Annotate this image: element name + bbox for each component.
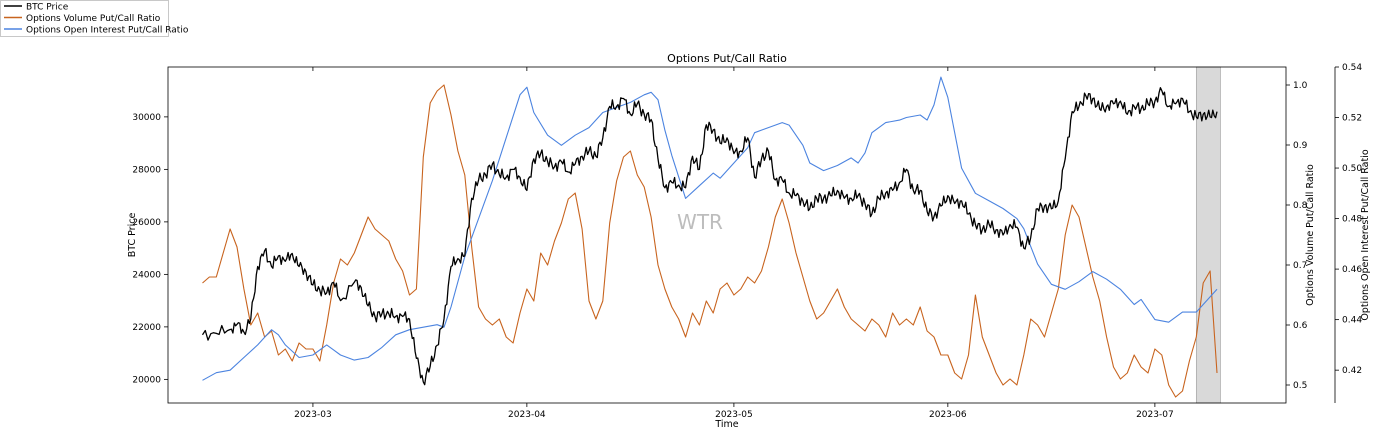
right2-tick-label: 0.44 <box>1342 316 1362 326</box>
x-tick-label: 2023-04 <box>508 410 546 420</box>
series-line-0 <box>201 87 1218 386</box>
left-axis-label: BTC Price <box>127 213 138 258</box>
legend-entry: Options Open Interest Put/Call Ratio <box>26 26 189 36</box>
right1-tick-label: 0.8 <box>1293 201 1308 211</box>
x-axis-label: Time <box>714 419 738 430</box>
x-tick-label: 2023-07 <box>1136 410 1174 420</box>
left-tick-label: 28000 <box>132 165 161 175</box>
plot-frame <box>167 66 1287 404</box>
watermark: WTR <box>677 210 723 234</box>
chart-title: Options Put/Call Ratio <box>667 52 787 65</box>
left-tick-label: 26000 <box>132 218 161 228</box>
series-line-1 <box>202 84 1218 398</box>
right1-tick-label: 0.5 <box>1293 381 1307 391</box>
right1-tick-label: 0.7 <box>1293 261 1307 271</box>
legend-box <box>0 0 169 37</box>
right2-tick-label: 0.52 <box>1342 114 1362 124</box>
left-tick-label: 30000 <box>132 113 161 123</box>
left-tick-label: 20000 <box>132 375 161 385</box>
right2-tick-label: 0.42 <box>1342 366 1362 376</box>
right2-tick-label: 0.54 <box>1342 63 1362 73</box>
x-tick-label: 2023-03 <box>294 410 332 420</box>
legend-entry: Options Volume Put/Call Ratio <box>26 14 161 24</box>
right1-tick-label: 0.6 <box>1293 321 1308 331</box>
legend-entry: BTC Price <box>26 3 69 13</box>
series-line-2 <box>202 76 1218 381</box>
highlight-band <box>1195 66 1221 404</box>
x-tick-label: 2023-06 <box>929 410 967 420</box>
right-axis-oi-label: Options Open Interest Put/Call Ratio <box>1360 149 1371 321</box>
right2-tick-label: 0.48 <box>1342 215 1362 225</box>
left-tick-label: 22000 <box>132 323 161 333</box>
right2-tick-label: 0.50 <box>1342 164 1362 174</box>
right-axis-volume-label: Options Volume Put/Call Ratio <box>1305 164 1316 306</box>
left-tick-label: 24000 <box>132 270 161 280</box>
right1-tick-label: 1.0 <box>1293 81 1308 91</box>
x-tick-label: 2023-05 <box>715 410 753 420</box>
right1-tick-label: 0.9 <box>1293 141 1308 151</box>
right2-tick-label: 0.46 <box>1342 265 1362 275</box>
